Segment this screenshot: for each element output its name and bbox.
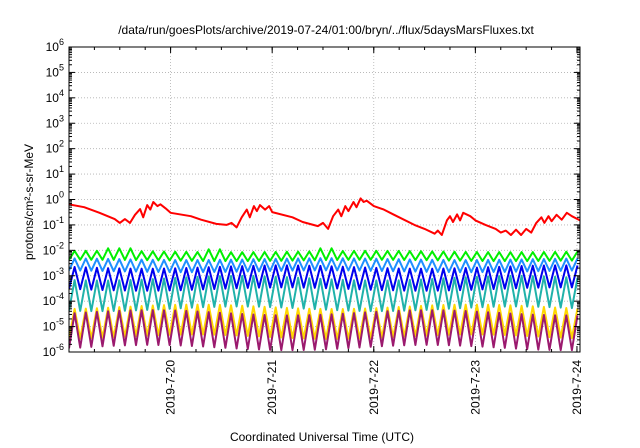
series-line	[69, 257, 579, 274]
x-tick-label: 2019-7-24	[570, 360, 584, 415]
series-line	[69, 309, 579, 352]
y-tick-label: 106	[46, 37, 64, 54]
y-tick-label: 101	[46, 164, 64, 181]
axis-ticks: 10-6 10-5 10-4 10-3 10-2 10-1 100 101 102 103 104 1…	[43, 37, 584, 415]
y-tick-label: 100	[46, 190, 64, 207]
y-tick-label: 105	[46, 62, 64, 79]
chart-title: /data/run/goesPlots/archive/2019-07-24/0…	[118, 23, 534, 37]
x-tick-label: 2019-7-20	[164, 360, 178, 415]
y-tick-label: 102	[46, 139, 64, 156]
y-axis-label: protons/cm²-s-sr-MeV	[22, 144, 36, 260]
y-tick-label: 103	[46, 113, 64, 130]
y-tick-label: 10-1	[43, 215, 64, 232]
y-tick-label: 10-6	[43, 342, 64, 359]
x-tick-label: 2019-7-22	[367, 360, 381, 415]
y-tick-label: 104	[46, 88, 64, 105]
x-tick-label: 2019-7-21	[265, 360, 279, 415]
series-line	[69, 274, 579, 313]
y-tick-label: 10-5	[43, 317, 64, 334]
series-line	[69, 197, 580, 236]
y-tick-label: 10-4	[43, 291, 64, 308]
series-line	[69, 264, 579, 292]
x-axis-label: Coordinated Universal Time (UTC)	[230, 430, 414, 444]
series-group	[69, 197, 580, 352]
x-tick-label: 2019-7-23	[468, 360, 482, 415]
y-tick-label: 10-3	[43, 266, 64, 283]
series-line	[69, 247, 579, 263]
y-tick-label: 10-2	[43, 240, 64, 257]
